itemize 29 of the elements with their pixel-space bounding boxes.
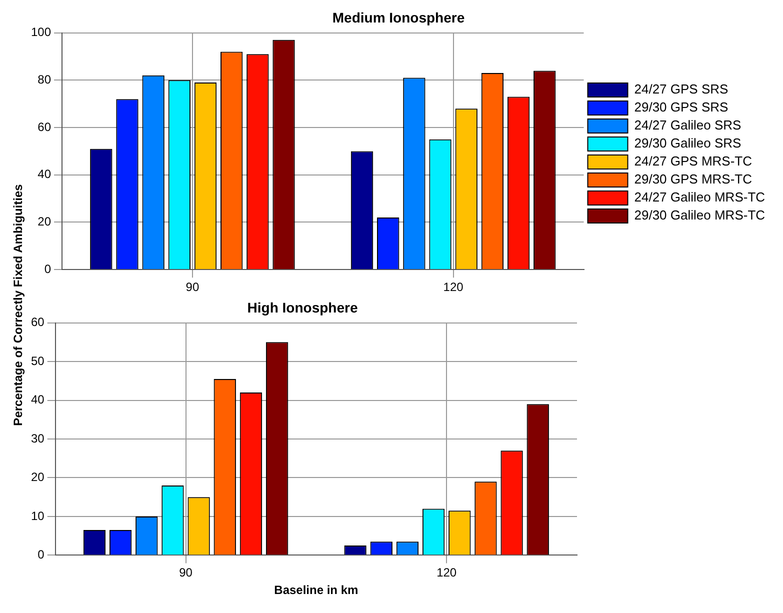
y-tick-label: 0 xyxy=(44,262,52,276)
y-tick-label: 40 xyxy=(38,167,52,182)
x-tick-label: 120 xyxy=(443,280,464,294)
y-tick-label: 20 xyxy=(30,470,45,484)
x-tick-label: 120 xyxy=(436,566,457,580)
y-tick-label: 80 xyxy=(38,72,52,86)
y-tick-label: 40 xyxy=(30,392,45,407)
y-axis-title: Percentage of Correctly Fixed Ambiguities xyxy=(11,183,25,428)
y-tick-label: 20 xyxy=(38,214,52,229)
legend-label: 24/27 Galileo MRS-TC xyxy=(634,190,766,205)
x-tick-label: 90 xyxy=(179,566,193,580)
legend-label: 24/27 GPS MRS-TC xyxy=(634,154,752,169)
y-tick-label: 60 xyxy=(38,120,52,134)
legend-label: 24/27 GPS SRS xyxy=(634,82,729,97)
y-tick-label: 30 xyxy=(30,431,45,446)
y-tick-label: 50 xyxy=(30,354,45,368)
legend-label: 29/30 Galileo MRS-TC xyxy=(634,208,766,223)
x-tick-label: 90 xyxy=(186,280,200,294)
y-tick-label: 100 xyxy=(30,25,52,40)
chart-title: Medium Ionosphere xyxy=(332,9,465,26)
y-tick-label: 60 xyxy=(30,315,45,330)
legend-label: 29/30 GPS MRS-TC xyxy=(634,172,752,187)
legend-label: 29/30 Galileo SRS xyxy=(634,136,742,151)
x-axis-title: Baseline in km xyxy=(274,583,358,598)
chart-title: High Ionosphere xyxy=(247,299,358,316)
y-tick-label: 10 xyxy=(30,508,45,523)
legend-label: 24/27 Galileo SRS xyxy=(634,118,742,133)
y-tick-label: 0 xyxy=(38,548,45,562)
legend-label: 29/30 GPS SRS xyxy=(634,100,729,115)
